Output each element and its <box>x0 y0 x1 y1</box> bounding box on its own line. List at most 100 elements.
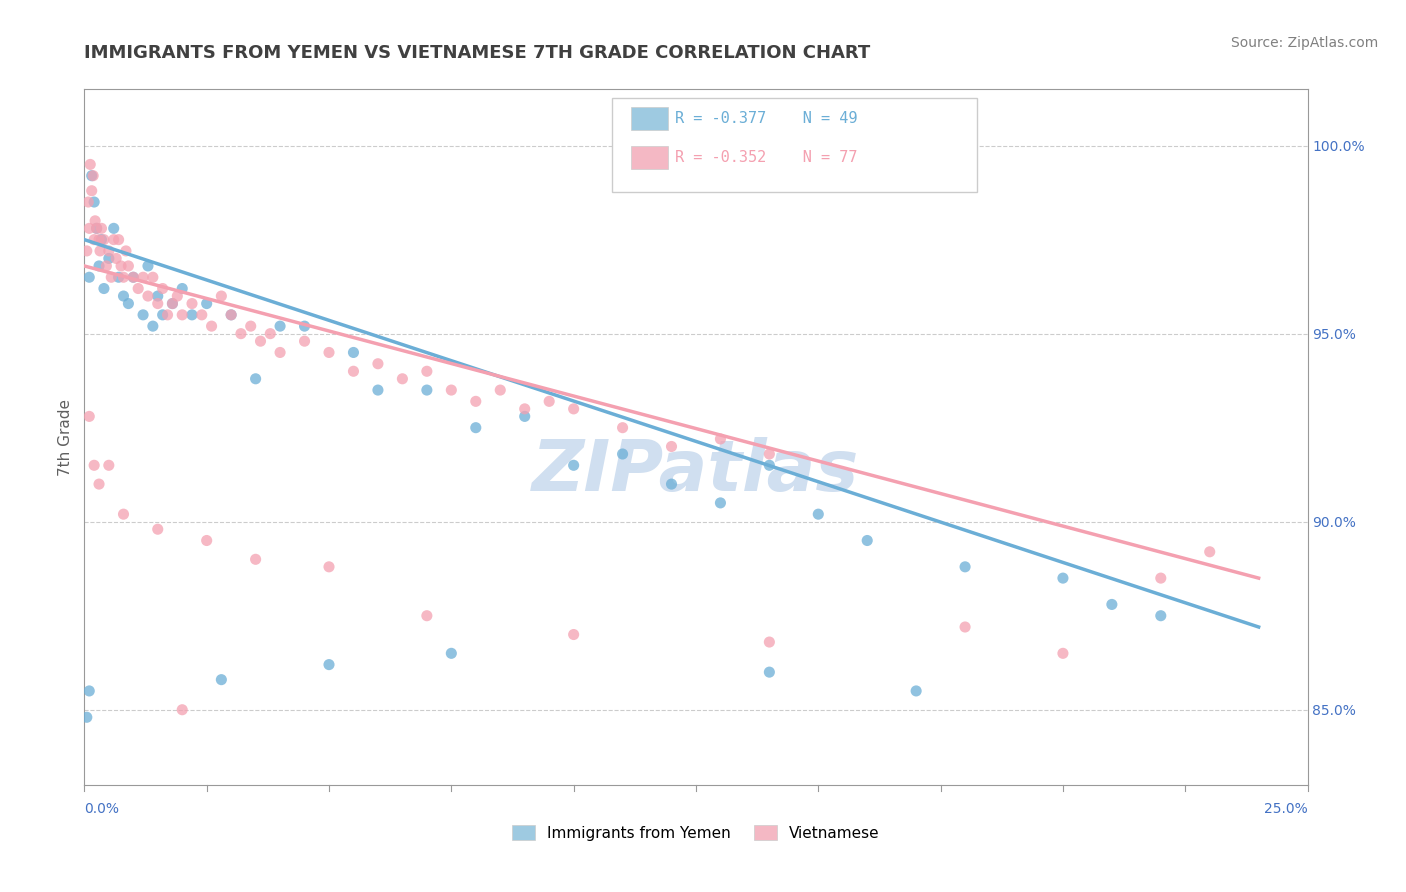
Point <box>953 620 976 634</box>
Point <box>318 559 340 574</box>
Point <box>80 184 103 198</box>
Point <box>200 319 222 334</box>
Legend: Immigrants from Yemen, Vietnamese: Immigrants from Yemen, Vietnamese <box>506 819 886 847</box>
Point <box>269 319 291 334</box>
Text: Source: ZipAtlas.com: Source: ZipAtlas.com <box>1230 36 1378 50</box>
Text: ZIPatlas: ZIPatlas <box>533 437 859 507</box>
Point <box>107 270 129 285</box>
Point <box>76 244 98 258</box>
Point <box>709 496 731 510</box>
Point <box>612 447 634 461</box>
Point <box>107 233 129 247</box>
Point <box>97 458 120 473</box>
Point <box>661 440 683 454</box>
Point <box>758 665 780 680</box>
Point <box>1052 571 1074 585</box>
Point <box>807 507 830 521</box>
Point <box>294 334 316 348</box>
Point <box>132 308 155 322</box>
Point <box>87 233 110 247</box>
Point <box>77 409 100 424</box>
Point <box>172 281 194 295</box>
Point <box>294 319 316 334</box>
Y-axis label: 7th Grade: 7th Grade <box>58 399 73 475</box>
Point <box>953 559 976 574</box>
Point <box>1052 646 1074 660</box>
Point <box>269 345 291 359</box>
Point <box>86 221 108 235</box>
Point <box>77 194 100 209</box>
Point <box>709 432 731 446</box>
Point <box>195 533 218 548</box>
Point <box>209 289 232 303</box>
Point <box>83 194 105 209</box>
Point <box>100 270 122 285</box>
Point <box>112 270 135 285</box>
Point <box>86 221 108 235</box>
Point <box>136 259 159 273</box>
Point <box>110 259 132 273</box>
Point <box>562 458 585 473</box>
Point <box>172 703 194 717</box>
Text: 25.0%: 25.0% <box>1264 802 1308 816</box>
Point <box>661 477 683 491</box>
Point <box>245 372 267 386</box>
Point <box>342 364 364 378</box>
Point <box>142 319 165 334</box>
Point <box>87 259 110 273</box>
Point <box>172 308 194 322</box>
Point <box>90 233 112 247</box>
Point <box>181 296 204 310</box>
Point <box>77 221 100 235</box>
Point <box>856 533 879 548</box>
Point <box>89 244 111 258</box>
Point <box>219 308 242 322</box>
Point <box>612 420 634 434</box>
Point <box>146 296 169 310</box>
Point <box>76 710 98 724</box>
Point <box>489 383 512 397</box>
Text: R = -0.352    N = 77: R = -0.352 N = 77 <box>675 151 858 165</box>
Point <box>905 684 928 698</box>
Point <box>117 296 139 310</box>
Text: 0.0%: 0.0% <box>84 802 120 816</box>
Point <box>416 608 439 623</box>
Point <box>152 308 174 322</box>
Point <box>117 259 139 273</box>
Point <box>103 221 125 235</box>
Point <box>513 409 536 424</box>
Point <box>77 270 100 285</box>
Point <box>83 458 105 473</box>
Point <box>122 270 145 285</box>
Point <box>758 458 780 473</box>
Point <box>82 169 104 183</box>
Point <box>367 383 389 397</box>
Point <box>1101 598 1123 612</box>
Point <box>538 394 561 409</box>
Point <box>146 522 169 536</box>
Point <box>115 244 138 258</box>
Point <box>103 233 125 247</box>
Point <box>97 244 120 258</box>
Point <box>416 364 439 378</box>
Point <box>127 281 149 295</box>
Point <box>249 334 271 348</box>
Point <box>87 477 110 491</box>
Point <box>367 357 389 371</box>
Point <box>391 372 413 386</box>
Point <box>162 296 184 310</box>
Point <box>245 552 267 566</box>
Point <box>83 233 105 247</box>
Point <box>259 326 281 341</box>
Text: IMMIGRANTS FROM YEMEN VS VIETNAMESE 7TH GRADE CORRELATION CHART: IMMIGRANTS FROM YEMEN VS VIETNAMESE 7TH … <box>84 45 870 62</box>
Point <box>318 345 340 359</box>
Point <box>80 169 103 183</box>
Point <box>166 289 188 303</box>
Text: R = -0.377    N = 49: R = -0.377 N = 49 <box>675 112 858 126</box>
Point <box>440 646 463 660</box>
Point <box>181 308 204 322</box>
Point <box>239 319 262 334</box>
Point <box>562 627 585 641</box>
Point <box>122 270 145 285</box>
Point <box>132 270 155 285</box>
